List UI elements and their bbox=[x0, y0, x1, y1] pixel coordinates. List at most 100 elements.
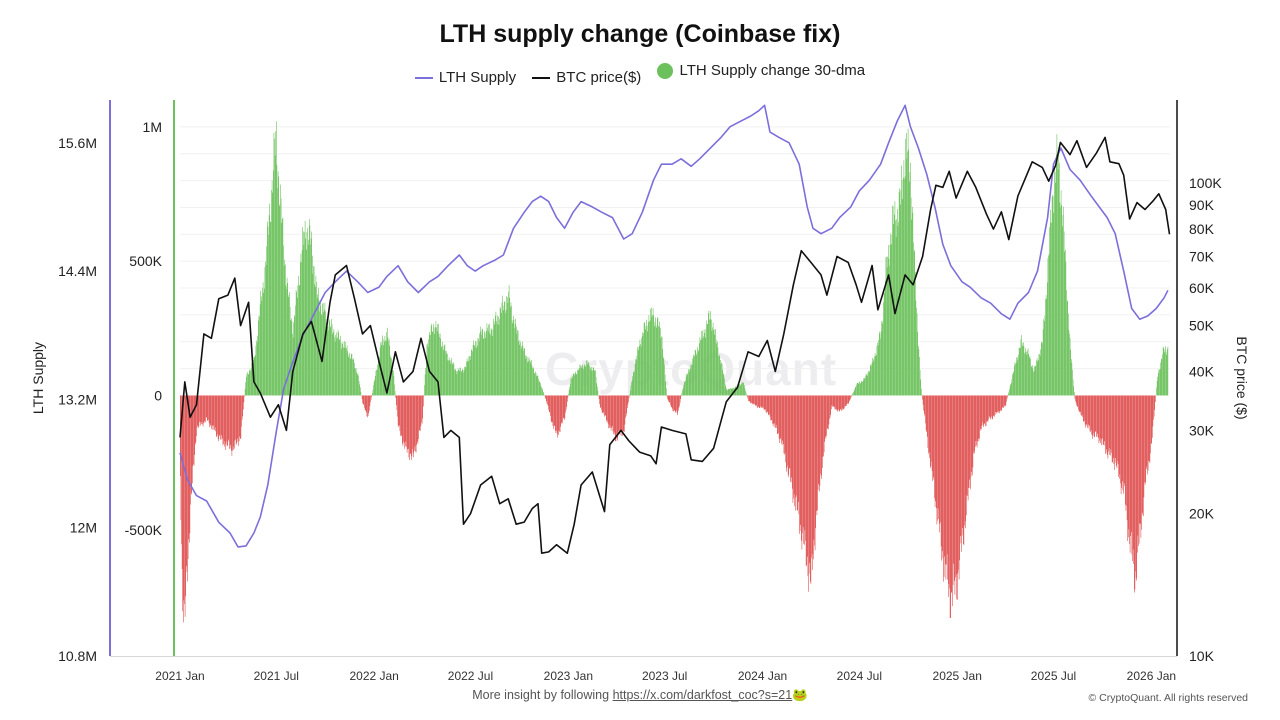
bar-positive bbox=[270, 221, 272, 396]
bar-negative bbox=[605, 395, 606, 416]
bar-positive bbox=[331, 324, 333, 396]
bar-positive bbox=[452, 364, 453, 396]
bar-positive bbox=[537, 375, 539, 396]
bar-positive bbox=[448, 357, 450, 396]
bar-positive bbox=[1015, 364, 1016, 396]
bar-positive bbox=[663, 357, 664, 396]
bar-positive bbox=[289, 306, 291, 396]
bar-positive bbox=[520, 342, 521, 396]
bar-positive bbox=[691, 365, 692, 396]
bar-negative bbox=[1146, 395, 1148, 467]
bar-negative bbox=[955, 395, 957, 575]
bar-positive bbox=[888, 245, 889, 396]
bar-negative bbox=[232, 395, 234, 447]
footer-link[interactable]: https://x.com/darkfost_coc?s=21 bbox=[612, 688, 793, 702]
bar-positive bbox=[660, 338, 662, 396]
bar-positive bbox=[591, 370, 593, 396]
bar-positive bbox=[342, 343, 343, 396]
bar-negative bbox=[786, 395, 787, 472]
bar-negative bbox=[798, 395, 800, 515]
bar-negative bbox=[368, 395, 369, 414]
bar-negative bbox=[820, 395, 821, 474]
bar-positive bbox=[906, 133, 907, 396]
bar-negative bbox=[1088, 395, 1089, 425]
bar-positive bbox=[594, 370, 595, 396]
bar-negative bbox=[822, 395, 823, 468]
bar-positive bbox=[501, 302, 503, 396]
bar-negative bbox=[838, 395, 840, 411]
bar-positive bbox=[871, 362, 873, 396]
bar-positive bbox=[1161, 359, 1163, 396]
bar-negative bbox=[598, 395, 600, 400]
bar-positive bbox=[738, 385, 739, 396]
bar-positive bbox=[737, 384, 738, 396]
bar-negative bbox=[978, 395, 980, 442]
bar-negative bbox=[678, 395, 679, 411]
bar-positive bbox=[328, 330, 329, 396]
bar-negative bbox=[548, 395, 549, 410]
bar-positive bbox=[1024, 352, 1026, 396]
bar-negative bbox=[934, 395, 936, 508]
bar-positive bbox=[439, 337, 440, 396]
bar-negative bbox=[986, 395, 987, 422]
bar-positive bbox=[912, 212, 914, 396]
bar-positive bbox=[854, 388, 855, 396]
bar-positive bbox=[685, 376, 687, 396]
x-tick-label: 2021 Jul bbox=[254, 669, 299, 683]
bar-negative bbox=[221, 395, 222, 436]
bar-positive bbox=[724, 383, 726, 396]
bar-negative bbox=[837, 395, 838, 412]
bar-positive bbox=[245, 382, 246, 396]
left-inner-tick-label: 500K bbox=[129, 253, 162, 269]
bar-negative bbox=[404, 395, 405, 449]
bar-negative bbox=[671, 395, 672, 408]
bar-positive bbox=[882, 323, 883, 396]
bar-positive bbox=[1013, 371, 1014, 396]
bar-positive bbox=[661, 336, 662, 396]
bar-positive bbox=[477, 345, 478, 396]
bar-negative bbox=[1132, 395, 1133, 562]
bar-negative bbox=[674, 395, 675, 411]
bar-negative bbox=[1124, 395, 1125, 486]
bar-positive bbox=[583, 369, 584, 396]
bar-positive bbox=[349, 357, 351, 396]
bar-positive bbox=[476, 347, 477, 396]
bar-positive bbox=[295, 289, 297, 396]
bar-negative bbox=[813, 395, 815, 540]
left-outer-tick-label: 10.8M bbox=[58, 648, 97, 664]
bar-negative bbox=[206, 395, 207, 418]
bar-positive bbox=[271, 189, 272, 396]
bar-positive bbox=[1064, 251, 1065, 396]
bar-negative bbox=[207, 395, 208, 421]
bar-positive bbox=[1011, 382, 1012, 396]
legend-item-lth-change[interactable]: LTH Supply change 30-dma bbox=[657, 62, 865, 79]
bar-positive bbox=[1008, 391, 1010, 396]
legend-item-btc-price[interactable]: BTC price($) bbox=[532, 69, 641, 86]
bar-negative bbox=[848, 395, 849, 404]
bar-negative bbox=[759, 395, 760, 409]
bar-negative bbox=[1112, 395, 1113, 463]
bar-negative bbox=[1121, 395, 1122, 488]
bar-negative bbox=[213, 395, 215, 430]
bar-negative bbox=[1126, 395, 1128, 521]
bar-positive bbox=[642, 332, 643, 396]
bar-positive bbox=[431, 323, 432, 396]
bar-positive bbox=[1027, 348, 1029, 396]
bar-negative bbox=[414, 395, 415, 451]
bar-negative bbox=[1097, 395, 1098, 434]
right-tick-label: 30K bbox=[1189, 422, 1215, 438]
bar-positive bbox=[578, 370, 579, 396]
bar-positive bbox=[456, 374, 458, 396]
bar-negative bbox=[816, 395, 818, 516]
bar-positive bbox=[320, 302, 321, 396]
bar-positive bbox=[571, 378, 573, 396]
legend-item-lth-supply[interactable]: LTH Supply bbox=[414, 69, 516, 86]
bar-negative bbox=[778, 395, 779, 433]
bar-positive bbox=[461, 371, 462, 396]
bar-positive bbox=[702, 330, 703, 396]
bar-positive bbox=[456, 371, 457, 396]
bar-positive bbox=[898, 192, 900, 396]
bar-positive bbox=[291, 320, 293, 396]
bar-positive bbox=[860, 383, 861, 396]
bar-negative bbox=[1129, 395, 1130, 545]
